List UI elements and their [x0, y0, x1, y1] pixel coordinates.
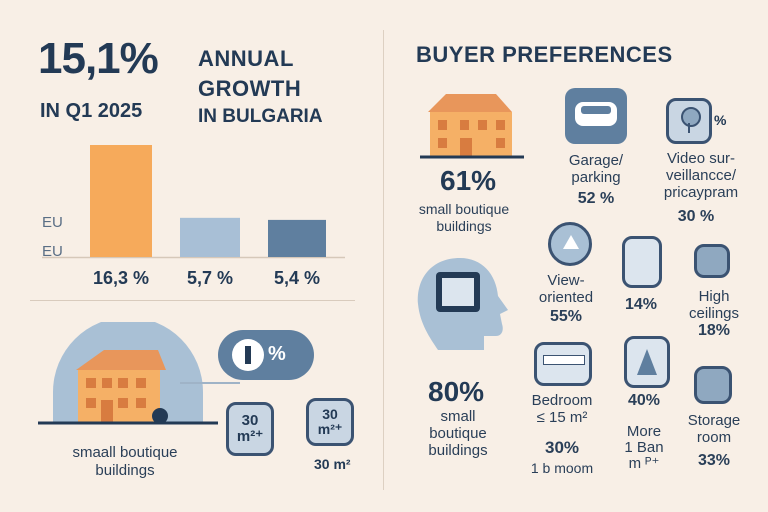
bar-3 — [268, 220, 326, 257]
growth-value: 15,1% — [38, 34, 158, 84]
axis-label-lower: EU — [42, 243, 63, 260]
surveillance-percent: 30 % — [656, 208, 736, 226]
bar-chart: EU EU 16,3 % 5,7 % 5,4 % — [0, 130, 380, 300]
view-label: View- oriented — [526, 272, 606, 306]
surveillance-icon — [666, 98, 712, 144]
growth-label-line1: ANNUAL — [198, 44, 301, 74]
lamp-icon — [624, 336, 670, 388]
window-icon — [622, 236, 662, 288]
area-tile-a: 30 m²⁺ — [226, 402, 274, 456]
region-label: IN BULGARIA — [198, 106, 323, 128]
axis-label-upper: EU — [42, 214, 63, 231]
bedroom-icon — [534, 342, 592, 386]
garage-icon — [565, 88, 627, 144]
bar-1 — [90, 145, 152, 257]
section-divider — [30, 300, 355, 301]
ceilings-label: High ceilings — [674, 288, 754, 322]
period-label: IN Q1 2025 — [40, 100, 142, 123]
ceilings-percent: 18% — [684, 322, 744, 340]
percent-pill: % — [218, 330, 314, 380]
storage-percent: 33% — [684, 452, 744, 470]
buyer-preferences-title: BUYER PREFERENCES — [416, 42, 673, 68]
house-scene-illustration — [38, 322, 238, 432]
boutique-percent: 61% — [440, 165, 496, 197]
building-icon — [420, 90, 524, 160]
column-divider — [383, 30, 384, 490]
bar-label-1: 16,3 % — [93, 268, 149, 288]
head-percent: 80% — [428, 376, 484, 408]
boutique-caption-left: smaall boutique buildings — [40, 444, 210, 480]
head-label: small boutique buildings — [410, 408, 506, 459]
more-label: More 1 Ban m ᴾ⁺ — [612, 424, 676, 472]
view-percent: 55% — [536, 308, 596, 326]
ceilings-icon — [694, 244, 730, 278]
head-silhouette-icon — [412, 254, 512, 354]
bar-label-2: 5,7 % — [187, 268, 233, 288]
view-icon — [548, 222, 592, 266]
area-tile-b-caption: 30 m² — [314, 456, 351, 472]
area-tile-b-text: 30 m²⁺ — [318, 407, 343, 437]
area-tile-a-text: 30 m²⁺ — [237, 413, 263, 445]
pill-circle-icon — [232, 339, 264, 371]
more-percent: 40% — [618, 392, 670, 410]
storage-label: Storage room — [674, 412, 754, 446]
storage-icon — [694, 366, 732, 404]
area-tile-b: 30 m²⁺ — [306, 398, 354, 446]
bar-label-3: 5,4 % — [274, 268, 320, 288]
window-percent: 14% — [616, 296, 666, 314]
surveillance-icon-text: % — [714, 112, 726, 128]
bedroom-percent: 30% — [530, 438, 594, 458]
bedroom-label: Bedroom ≤ 15 m² — [520, 392, 604, 426]
growth-label: ANNUAL GROWTH — [198, 44, 301, 104]
garage-label: Garage/ parking — [546, 152, 646, 186]
connector-line — [180, 382, 240, 384]
surveillance-label: Video sur- veillancce/ pricaypram — [646, 150, 756, 201]
growth-label-line2: GROWTH — [198, 74, 301, 104]
boutique-label: small boutique buildings — [404, 201, 524, 235]
pill-text: % — [268, 343, 286, 366]
bar-2 — [180, 218, 240, 257]
garage-percent: 52 % — [556, 190, 636, 208]
house-body — [78, 370, 160, 422]
bedroom-sub: 1 b moom — [520, 460, 604, 476]
